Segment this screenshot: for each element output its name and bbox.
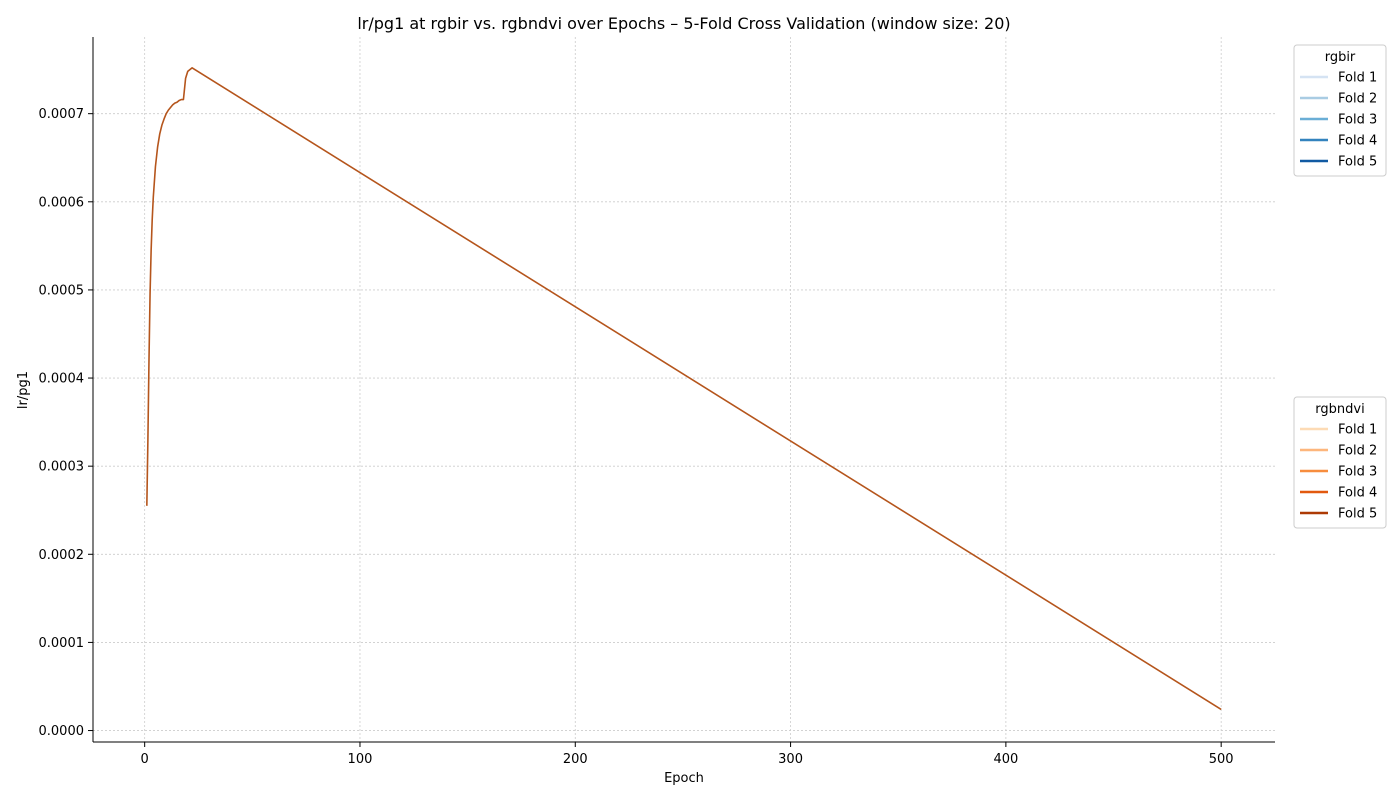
y-tick-label: 0.0003 [39,460,85,475]
legend-entry-label: Fold 5 [1338,155,1377,170]
y-tick-label: 0.0000 [39,724,85,739]
legend-entry-label: Fold 2 [1338,92,1377,107]
y-tick-label: 0.0007 [39,107,85,122]
x-tick-label: 300 [778,752,803,767]
legend-title: rgbir [1325,50,1356,65]
y-tick-label: 0.0004 [39,372,85,387]
series-line [146,67,1222,711]
y-axis-ticks: 0.0000 0.0001 0.0002 0.0003 0.0004 0.0005 0.00… [39,107,93,739]
series-lines [146,67,1222,711]
legend-entry-label: Fold 1 [1338,423,1377,438]
x-axis-ticks: 0 100 200 300 400 500 [141,742,1234,767]
legend-title: rgbndvi [1315,402,1364,417]
x-tick-label: 0 [141,752,149,767]
legend-entry-label: Fold 3 [1338,113,1377,128]
x-axis-label: Epoch [664,771,704,786]
y-tick-label: 0.0001 [39,636,85,651]
legend-entry-label: Fold 5 [1338,507,1377,522]
legend-entry-label: Fold 4 [1338,134,1377,149]
legend-entry-label: Fold 2 [1338,444,1377,459]
x-tick-label: 400 [993,752,1018,767]
grid-lines [93,37,1275,742]
legend-rgbndvi: rgbndvi Fold 1 Fold 2 Fold 3 Fold 4 Fold 5 [1293,396,1387,529]
y-tick-label: 0.0002 [39,548,85,563]
chart-title: lr/pg1 at rgbir vs. rgbndvi over Epochs … [357,14,1010,33]
legend-entry-label: Fold 4 [1338,486,1377,501]
y-tick-label: 0.0005 [39,283,85,298]
x-tick-label: 100 [348,752,373,767]
x-tick-label: 500 [1209,752,1234,767]
legend-rgbir: rgbir Fold 1 Fold 2 Fold 3 Fold 4 Fold 5 [1293,44,1387,177]
legend-entry-label: Fold 3 [1338,465,1377,480]
y-tick-label: 0.0006 [39,195,85,210]
legend-entry-label: Fold 1 [1338,71,1377,86]
y-axis-label: lr/pg1 [16,371,31,409]
x-tick-label: 200 [563,752,588,767]
